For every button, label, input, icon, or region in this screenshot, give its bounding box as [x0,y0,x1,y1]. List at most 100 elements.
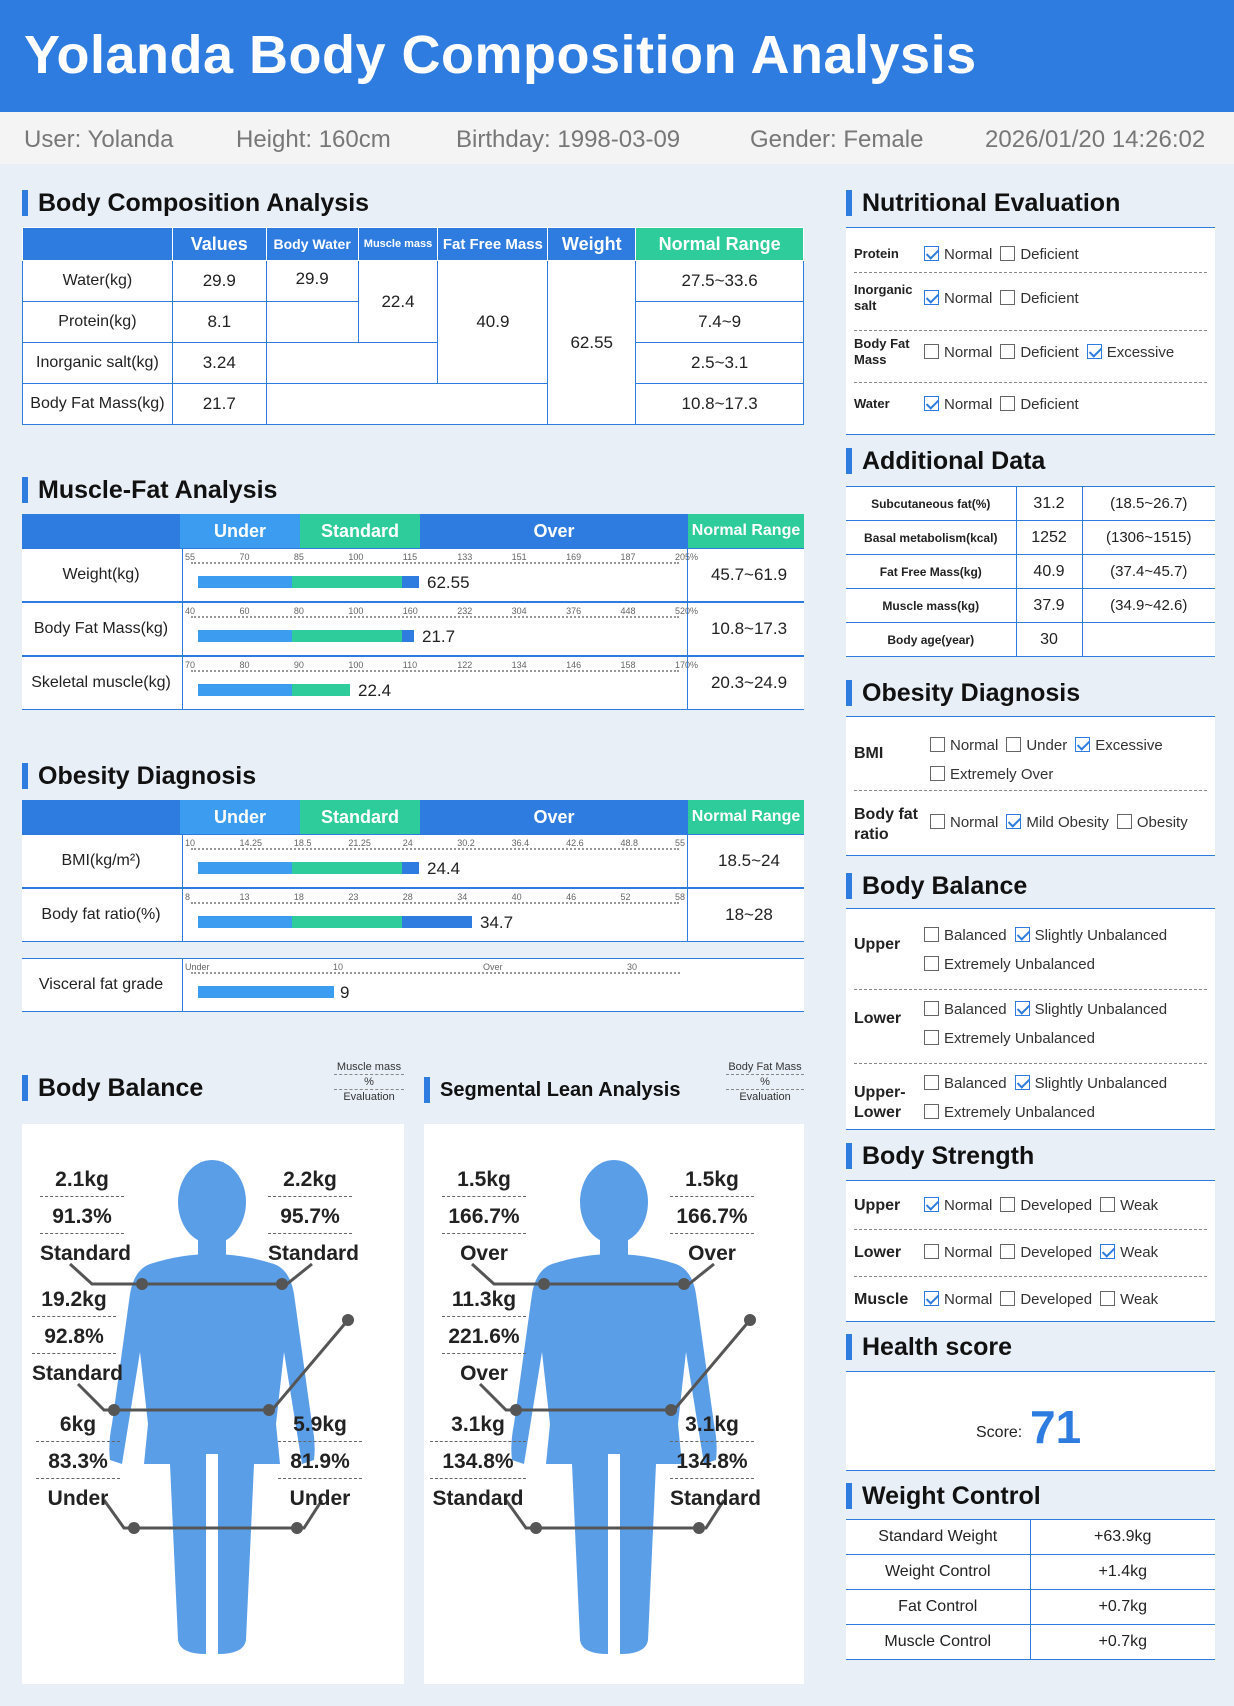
option-normal[interactable]: Normal [924,290,992,307]
option-weak[interactable]: Weak [1100,1244,1158,1261]
tick-label: 58 [675,892,686,902]
option-excessive[interactable]: Excessive [1075,737,1163,754]
option-deficient[interactable]: Deficient [1000,344,1079,361]
checkbox[interactable] [1014,927,1030,942]
segment-trunk: 19.2kg 92.8% Standard [32,1284,123,1394]
user-gender: Gender: Female [750,126,924,153]
option-deficient[interactable]: Deficient [1000,290,1079,307]
option-extremely-unbalanced[interactable]: Extremely Unbalanced [924,1030,1095,1047]
checkbox[interactable] [924,344,939,359]
tick-label: 134 [511,660,527,670]
strength-label: Lower [854,1244,902,1261]
checkbox[interactable] [924,927,939,942]
checkbox[interactable] [1100,1244,1116,1259]
checkbox[interactable] [1086,344,1102,359]
checkbox[interactable] [1000,1197,1016,1212]
checkbox[interactable] [1116,814,1132,829]
option-under[interactable]: Under [1006,737,1067,754]
option-normal[interactable]: Normal [924,1197,992,1214]
checkbox[interactable] [1000,1244,1016,1259]
bar-row-body-fat-ratio: Body fat ratio(%) 8 13 18 23 28 34 40 46 52 58 34… [22,888,804,942]
checkbox[interactable] [924,1001,939,1016]
checkbox[interactable] [930,814,945,829]
bmi-label: BMI [854,745,884,762]
option-deficient[interactable]: Deficient [1000,396,1079,413]
option-developed[interactable]: Developed [1000,1244,1092,1261]
segmental-legend: Body Fat Mass % Evaluation [726,1060,804,1104]
option-normal[interactable]: Normal [930,814,998,831]
option-label: Obesity [1136,814,1188,831]
checkbox[interactable] [1000,246,1016,261]
checkbox[interactable] [1000,290,1016,305]
additional-row: Basal metabolism(kcal) 1252 (1306~1515) [846,520,1215,555]
option-normal[interactable]: Normal [924,344,992,361]
checkbox[interactable] [1000,1291,1016,1306]
option-label: Balanced [944,927,1007,944]
checkbox[interactable] [924,1244,939,1259]
option-normal[interactable]: Normal [930,737,998,754]
additional-row: Body age(year) 30 [846,622,1215,657]
option-weak[interactable]: Weak [1100,1291,1158,1308]
option-label: Under [1026,737,1068,754]
checkbox[interactable] [924,396,939,411]
option-slightly-unbalanced[interactable]: Slightly Unbalanced [1014,1001,1167,1018]
option-normal[interactable]: Normal [924,1291,992,1308]
checkbox[interactable] [924,290,939,305]
tick-label: 232 [457,606,473,616]
checkbox[interactable] [924,1030,939,1045]
option-label: Deficient [1020,344,1079,361]
option-label: Deficient [1020,246,1079,263]
option-normal[interactable]: Normal [924,1244,992,1261]
option-extremely-unbalanced[interactable]: Extremely Unbalanced [924,956,1095,973]
checkbox[interactable] [1100,1291,1116,1306]
option-label: Slightly Unbalanced [1034,927,1168,944]
option-deficient[interactable]: Deficient [1000,246,1079,263]
checkbox[interactable] [1100,1197,1116,1212]
checkbox[interactable] [924,246,939,261]
segment-rl: 5.9kg 81.9% Under [278,1409,362,1519]
option-weak[interactable]: Weak [1100,1197,1158,1214]
option-developed[interactable]: Developed [1000,1291,1092,1308]
tick-label: 13 [239,892,250,902]
option-normal[interactable]: Normal [924,246,992,263]
section-title-composition: Body Composition Analysis [22,190,369,216]
option-developed[interactable]: Developed [1000,1197,1092,1214]
option-obesity[interactable]: Obesity [1116,814,1188,831]
checkbox[interactable] [924,1075,939,1090]
checkbox[interactable] [930,766,945,781]
tick-label: 146 [566,660,582,670]
checkbox[interactable] [1014,1075,1030,1090]
user-info-bar: User: Yolanda Height: 160cm Birthday: 19… [0,112,1234,164]
header-under: Under [180,514,300,548]
option-balanced[interactable]: Balanced [924,1075,1007,1092]
checkbox[interactable] [1075,737,1091,752]
option-balanced[interactable]: Balanced [924,927,1007,944]
checkbox[interactable] [1006,737,1022,752]
option-slightly-unbalanced[interactable]: Slightly Unbalanced [1014,927,1168,944]
option-normal[interactable]: Normal [924,396,992,413]
weight-control-value: +0.7kg [1030,1589,1215,1625]
checkbox[interactable] [924,1291,939,1306]
checkbox[interactable] [924,1197,939,1212]
checkbox[interactable] [924,956,939,971]
additional-label: Basal metabolism(kcal) [846,520,1017,555]
option-mild-obesity[interactable]: Mild Obesity [1006,814,1109,831]
option-label: Extremely Unbalanced [944,1104,1095,1121]
segment-evaluation: Over [460,1242,508,1265]
tick-label: 169 [566,552,582,562]
checkbox[interactable] [1000,344,1016,359]
option-extremely-unbalanced[interactable]: Extremely Unbalanced [924,1104,1095,1121]
comp-header-values: Values [171,227,267,261]
checkbox[interactable] [930,737,945,752]
option-slightly-unbalanced[interactable]: Slightly Unbalanced [1014,1075,1167,1092]
checkbox[interactable] [1006,814,1022,829]
checkbox[interactable] [1014,1001,1030,1016]
checkbox[interactable] [924,1104,939,1119]
additional-label: Fat Free Mass(kg) [846,554,1017,589]
option-extremely-over[interactable]: Extremely Over [930,766,1053,783]
tick-label: 30.2 [457,838,475,848]
option-label: Developed [1020,1244,1093,1261]
checkbox[interactable] [1000,396,1016,411]
option-excessive[interactable]: Excessive [1086,344,1174,361]
option-balanced[interactable]: Balanced [924,1001,1007,1018]
